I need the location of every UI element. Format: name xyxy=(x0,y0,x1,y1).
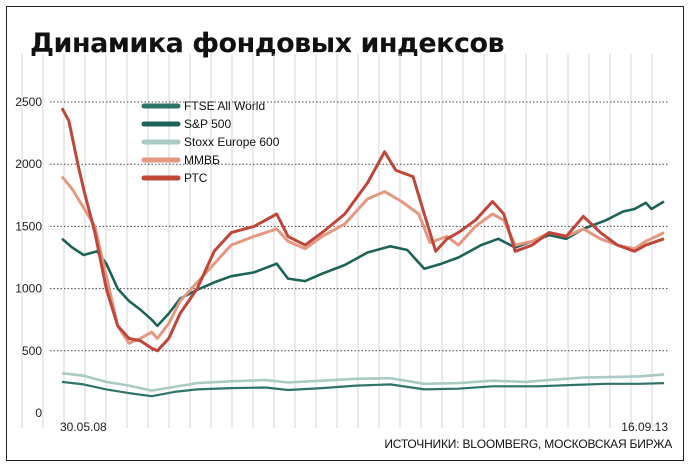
series-line-4 xyxy=(60,107,665,353)
y-tick-label-3: 1500 xyxy=(15,219,42,233)
legend-label-3: ММВБ xyxy=(184,153,220,167)
y-axis: 0 500 1000 1500 2000 2500 xyxy=(15,95,42,420)
y-tick-label-0: 0 xyxy=(35,406,42,420)
series-line-1 xyxy=(61,200,665,328)
grid xyxy=(21,54,668,428)
x-tick-start: 30.05.08 xyxy=(60,420,107,434)
series-lines xyxy=(60,107,665,398)
legend: FTSE All World S&P 500 Stoxx Europe 600 ММВ… xyxy=(141,99,280,185)
legend-label-4: РТС xyxy=(184,171,208,185)
y-tick-label-4: 2000 xyxy=(15,157,42,171)
y-tick-label-5: 2500 xyxy=(15,95,42,109)
y-tick-label-2: 1000 xyxy=(15,282,42,296)
legend-label-2: Stoxx Europe 600 xyxy=(184,135,280,149)
y-tick-label-1: 500 xyxy=(22,344,42,358)
legend-label-1: S&P 500 xyxy=(184,117,231,131)
source-note: ИСТОЧНИКИ: BLOOMBERG, МОСКОВСКАЯ БИРЖА xyxy=(384,437,672,451)
chart-title: Динамика фондовых индексов xyxy=(30,28,505,59)
legend-label-0: FTSE All World xyxy=(184,99,265,113)
x-tick-end: 16.09.13 xyxy=(621,420,668,434)
series-line-0 xyxy=(61,380,665,398)
series-line-3 xyxy=(60,175,665,345)
series-line-2 xyxy=(61,371,665,392)
